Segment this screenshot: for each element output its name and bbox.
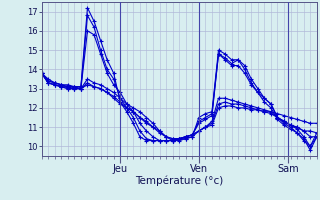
X-axis label: Température (°c): Température (°c) (135, 176, 223, 186)
